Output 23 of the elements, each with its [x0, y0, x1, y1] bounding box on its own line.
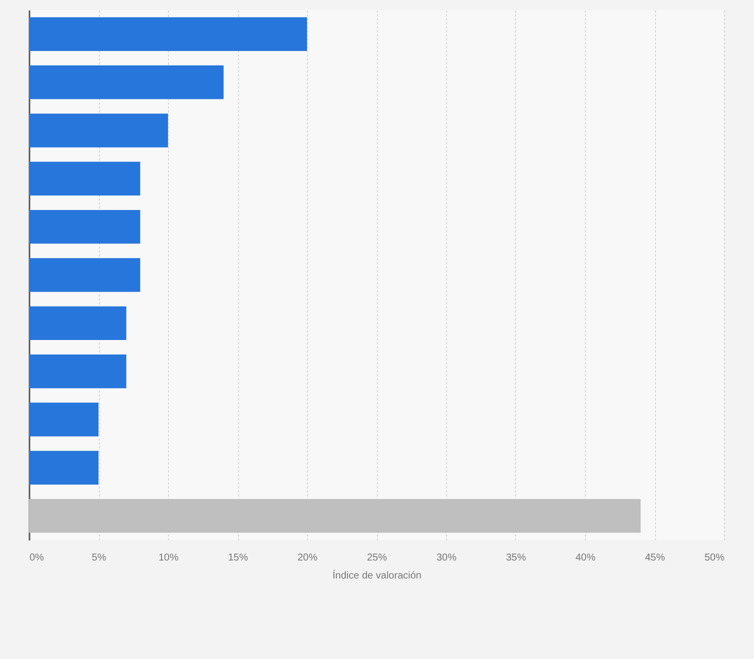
x-tick-label: 50%	[704, 552, 725, 564]
x-tick-label: 10%	[158, 552, 179, 564]
bar	[29, 17, 307, 51]
bar	[29, 499, 641, 533]
bar	[29, 114, 168, 148]
bar	[29, 210, 140, 244]
bar	[29, 258, 140, 292]
x-tick-label: 25%	[366, 552, 388, 564]
x-tick-label: 0%	[30, 552, 44, 564]
x-tick-label: 35%	[506, 552, 526, 564]
x-tick-label: 30%	[436, 552, 457, 564]
bar	[29, 450, 98, 485]
x-tick-label: 20%	[297, 552, 318, 564]
bar	[29, 354, 126, 388]
x-tick-label: 45%	[644, 552, 666, 564]
bar	[29, 65, 224, 100]
x-tick-label: 15%	[228, 552, 248, 564]
x-tick-label: 40%	[575, 552, 596, 564]
bar	[29, 402, 98, 436]
bar	[29, 306, 126, 340]
x-axis-title: Índice de valoración	[332, 570, 422, 582]
x-tick-label: 5%	[92, 552, 106, 564]
bar	[29, 162, 140, 196]
